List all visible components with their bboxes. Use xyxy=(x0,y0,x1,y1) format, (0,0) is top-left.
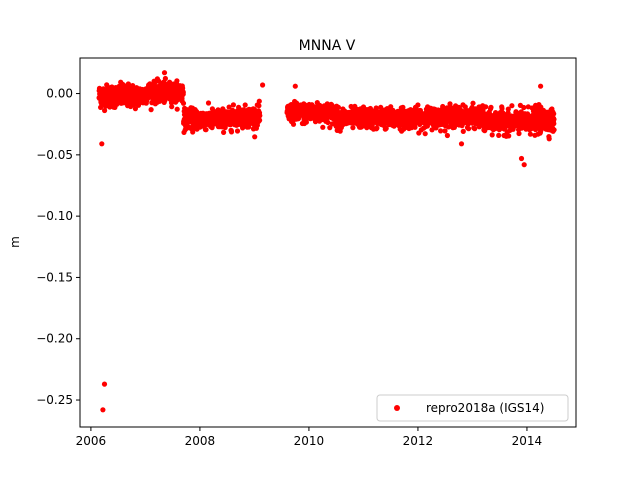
data-point xyxy=(221,129,227,135)
data-point xyxy=(226,104,232,110)
data-point xyxy=(470,100,476,106)
data-point xyxy=(230,102,236,108)
data-point xyxy=(325,119,331,126)
data-point xyxy=(256,103,262,109)
legend: repro2018a (IGS14) xyxy=(376,394,569,422)
data-point xyxy=(521,104,527,111)
data-point xyxy=(292,83,298,89)
data-point xyxy=(489,132,495,138)
data-point xyxy=(415,102,421,108)
data-point xyxy=(516,130,522,137)
data-point xyxy=(257,117,263,123)
data-point xyxy=(234,128,241,134)
data-point xyxy=(132,106,138,112)
data-point xyxy=(228,129,235,135)
data-point xyxy=(203,127,209,133)
data-point xyxy=(488,104,494,110)
data-point xyxy=(290,121,297,127)
y-tick-label: −0.25 xyxy=(36,393,73,407)
data-point xyxy=(472,126,478,132)
data-point xyxy=(174,78,180,84)
x-tick-label: 2010 xyxy=(294,434,325,448)
x-tick-label: 2014 xyxy=(512,434,543,448)
data-point xyxy=(148,107,154,113)
data-point xyxy=(551,121,557,127)
data-point xyxy=(424,123,430,129)
data-point xyxy=(466,126,472,132)
data-point xyxy=(527,131,534,137)
legend-box xyxy=(376,394,569,422)
data-point xyxy=(429,127,435,133)
data-point xyxy=(161,70,168,76)
data-point xyxy=(499,105,505,112)
data-point xyxy=(505,106,511,112)
data-point xyxy=(546,136,552,142)
data-point xyxy=(260,82,266,88)
data-point xyxy=(442,128,448,134)
data-point xyxy=(444,132,450,139)
legend-marker xyxy=(394,405,400,411)
x-axis: 2006 2008 2010 2012 2014 xyxy=(76,427,543,448)
data-point xyxy=(460,128,466,134)
data-point xyxy=(412,124,418,130)
data-point xyxy=(256,98,262,104)
y-tick-label: −0.10 xyxy=(36,209,73,223)
data-point xyxy=(102,107,108,114)
data-point xyxy=(125,81,131,87)
data-point xyxy=(383,125,389,131)
y-tick-label: −0.15 xyxy=(36,270,73,284)
data-point xyxy=(101,381,108,387)
data-point xyxy=(335,104,341,110)
data-point xyxy=(257,113,263,119)
data-point xyxy=(496,132,502,138)
data-point xyxy=(458,141,465,147)
data-point xyxy=(521,162,527,168)
data-point xyxy=(174,106,180,112)
data-point xyxy=(169,104,175,110)
y-tick-label: −0.20 xyxy=(36,332,73,346)
data-points xyxy=(96,70,557,413)
y-tick-label: 0.00 xyxy=(46,87,73,101)
data-point xyxy=(518,155,525,162)
y-tick-label: −0.05 xyxy=(36,148,73,162)
data-point xyxy=(551,111,557,117)
plot-frame xyxy=(79,57,577,428)
data-point xyxy=(180,100,187,106)
x-tick-label: 2008 xyxy=(185,434,216,448)
legend-label: repro2018a (IGS14) xyxy=(426,401,544,415)
data-point xyxy=(100,407,106,413)
x-tick-label: 2006 xyxy=(76,434,107,448)
data-point xyxy=(538,83,544,89)
data-point xyxy=(447,101,453,107)
data-point xyxy=(99,141,105,147)
x-tick-label: 2012 xyxy=(403,434,434,448)
data-point xyxy=(422,131,428,137)
data-point xyxy=(551,116,557,122)
data-point xyxy=(162,97,168,103)
data-point xyxy=(506,133,512,139)
data-point xyxy=(303,119,309,125)
data-point xyxy=(350,125,356,131)
data-point xyxy=(551,127,557,133)
data-point xyxy=(205,100,212,106)
data-point xyxy=(162,75,168,82)
data-point xyxy=(483,104,489,110)
data-point xyxy=(374,125,380,131)
data-point xyxy=(438,128,444,134)
y-axis: 0.00 −0.05 −0.10 −0.15 −0.20 −0.25 xyxy=(36,87,80,407)
data-point xyxy=(327,125,333,131)
chart-title: MNNA V xyxy=(299,38,356,54)
y-axis-label: m xyxy=(8,236,22,248)
data-point xyxy=(509,103,515,109)
data-point xyxy=(525,104,531,110)
data-point xyxy=(320,124,326,130)
data-point xyxy=(252,134,258,140)
data-point xyxy=(476,124,482,130)
data-point xyxy=(242,102,248,108)
data-point xyxy=(180,89,186,95)
